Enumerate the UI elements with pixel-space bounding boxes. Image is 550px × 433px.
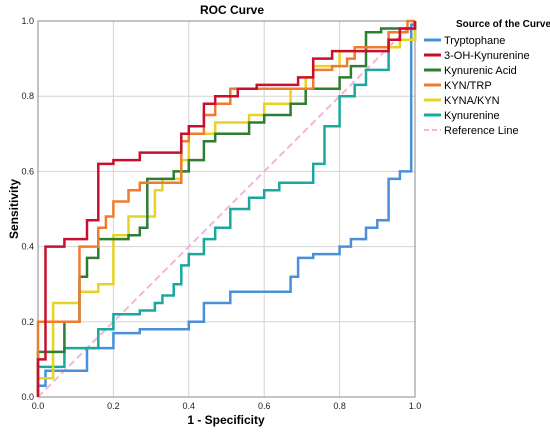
legend: Source of the Curve Tryptophane 3-OH-Kynu… bbox=[424, 19, 550, 137]
series-line-3-oh-kynurenine bbox=[36, 21, 417, 397]
legend-item-label: Kynurenic Acid bbox=[444, 65, 517, 77]
x-tick-label: 1.0 bbox=[409, 401, 422, 411]
x-axis-ticks: 0.0 0.2 0.4 0.6 0.8 1.0 bbox=[32, 401, 422, 411]
legend-item-label: Kynurenine bbox=[444, 110, 500, 122]
series-line-tryptophane bbox=[36, 21, 417, 397]
series-line-kynurenine bbox=[36, 21, 417, 397]
x-tick-label: 0.4 bbox=[183, 401, 196, 411]
x-tick-label: 0.8 bbox=[333, 401, 346, 411]
series-line-kynurenic-acid bbox=[36, 21, 417, 397]
y-tick-label: 0.6 bbox=[21, 166, 34, 176]
x-tick-label: 0.2 bbox=[107, 401, 120, 411]
y-tick-label: 1.0 bbox=[21, 16, 34, 26]
legend-item-label: KYN/TRP bbox=[444, 80, 492, 92]
series-line-kyn-trp bbox=[36, 19, 415, 397]
x-axis-title: 1 - Specificity bbox=[187, 413, 265, 427]
y-tick-label: 0.2 bbox=[21, 317, 34, 327]
x-tick-label: 0.0 bbox=[32, 401, 45, 411]
y-tick-label: 0.4 bbox=[21, 242, 34, 252]
series-layer bbox=[36, 19, 417, 398]
legend-item-label: Tryptophane bbox=[444, 35, 505, 47]
legend-item-label: 3-OH-Kynurenine bbox=[444, 50, 530, 62]
series-line-reference-line bbox=[37, 20, 416, 398]
y-axis-ticks: 0.0 0.2 0.4 0.6 0.8 1.0 bbox=[21, 16, 34, 402]
y-tick-label: 0.0 bbox=[21, 392, 34, 402]
legend-title: Source of the Curve bbox=[456, 19, 550, 30]
legend-item-label: KYNA/KYN bbox=[444, 95, 500, 107]
y-axis-title: Sensitivity bbox=[7, 179, 21, 239]
legend-item-label: Reference Line bbox=[444, 125, 519, 137]
x-tick-label: 0.6 bbox=[258, 401, 271, 411]
y-tick-label: 0.8 bbox=[21, 91, 34, 101]
plot-area bbox=[37, 20, 416, 398]
chart-title: ROC Curve bbox=[200, 3, 264, 17]
